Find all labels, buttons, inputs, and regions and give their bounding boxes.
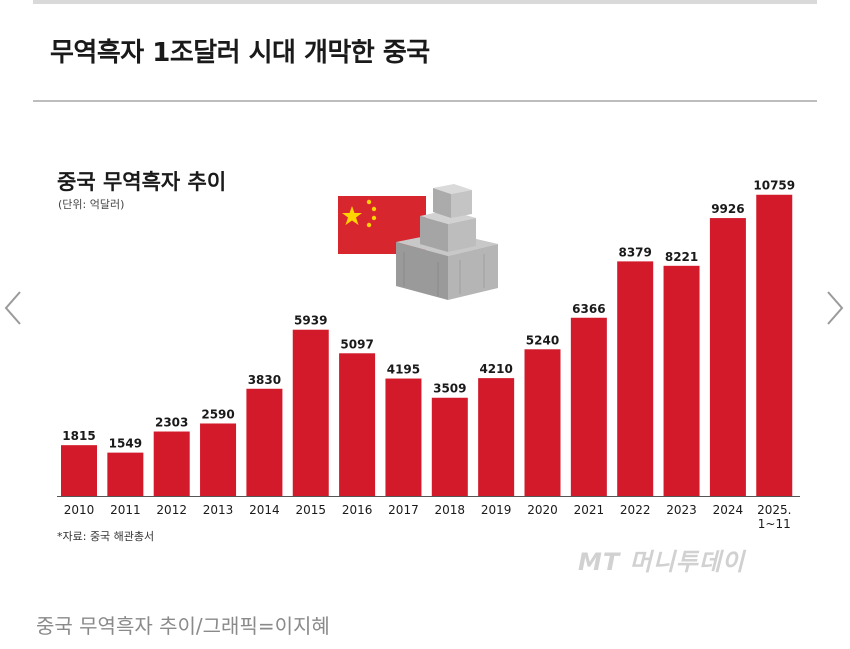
bar-value-label: 1549 — [109, 437, 142, 451]
bar-value-label: 2590 — [201, 407, 234, 421]
bar-2025.1~11 — [756, 194, 793, 497]
bar-value-label: 1815 — [62, 429, 95, 443]
cargo-boxes-icon — [396, 184, 498, 300]
x-tick-label: 2014 — [249, 503, 280, 517]
bar-value-label: 5097 — [340, 337, 373, 351]
article-headline: 무역흑자 1조달러 시대 개막한 중국 — [50, 38, 430, 68]
bar-2023 — [663, 265, 700, 496]
x-tick-label: 2020 — [527, 503, 558, 517]
x-tick-label: 2025. 1~11 — [757, 503, 791, 531]
bar-value-label: 3830 — [248, 373, 281, 387]
bar-value-label: 2303 — [155, 416, 188, 430]
chevron-right-icon[interactable] — [826, 290, 844, 326]
bar-2017 — [385, 378, 422, 496]
x-tick-label: 2017 — [388, 503, 419, 517]
x-tick-label: 2015 — [295, 503, 326, 517]
bar-2022 — [617, 261, 654, 496]
x-tick-label: 2013 — [203, 503, 234, 517]
bar-2020 — [524, 349, 561, 496]
bar-2010 — [61, 445, 97, 496]
bar-2011 — [107, 452, 144, 496]
bar-value-label: 8221 — [665, 250, 698, 264]
top-divider — [33, 0, 817, 4]
watermark-logo: MT 머니투데이 — [578, 548, 746, 576]
bar-2024 — [709, 218, 746, 496]
bar-value-label: 5240 — [526, 333, 559, 347]
x-tick-label: 2022 — [620, 503, 651, 517]
bar-value-label: 3509 — [433, 382, 466, 396]
x-tick-label: 2018 — [435, 503, 466, 517]
bar-2012 — [153, 431, 190, 496]
chart-title: 중국 무역흑자 추이 — [57, 170, 227, 194]
bar-2021 — [570, 317, 607, 496]
bar-value-label: 5939 — [294, 314, 327, 328]
bar-value-label: 6366 — [572, 302, 605, 316]
image-caption: 중국 무역흑자 추이/그래픽=이지혜 — [36, 614, 330, 638]
x-tick-label: 2011 — [110, 503, 141, 517]
bar-value-label: 4195 — [387, 363, 420, 377]
bar-value-label: 4210 — [479, 362, 512, 376]
china-flag-cargo-illustration — [338, 184, 498, 300]
x-tick-label: 2012 — [156, 503, 187, 517]
chart-source: *자료: 중국 해관총서 — [57, 530, 155, 543]
bar-2016 — [339, 353, 376, 496]
bar-value-label: 8379 — [618, 245, 651, 259]
bar-2018 — [431, 397, 468, 496]
bar-value-label: 9926 — [711, 202, 744, 216]
x-tick-label: 2024 — [713, 503, 744, 517]
x-tick-label: 2019 — [481, 503, 512, 517]
bar-2015 — [292, 329, 329, 496]
x-tick-label: 2010 — [64, 503, 95, 517]
chart-unit: (단위: 억달러) — [58, 198, 125, 211]
x-tick-label: 2023 — [666, 503, 697, 517]
bar-2014 — [246, 388, 283, 496]
bar-2019 — [478, 378, 515, 496]
bar-2013 — [200, 423, 237, 496]
x-tick-label: 2021 — [574, 503, 605, 517]
headline-divider — [33, 100, 817, 102]
chevron-left-icon[interactable] — [4, 290, 22, 326]
x-tick-label: 2016 — [342, 503, 373, 517]
bar-value-label: 10759 — [753, 179, 795, 193]
